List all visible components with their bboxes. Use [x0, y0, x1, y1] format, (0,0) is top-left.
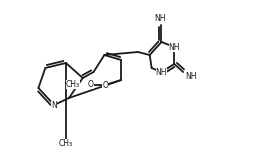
Text: CH₃: CH₃: [59, 138, 73, 147]
Text: NH: NH: [185, 71, 197, 80]
Text: NH: NH: [156, 67, 167, 76]
Text: CH₃: CH₃: [66, 80, 80, 88]
Text: O: O: [88, 80, 93, 88]
Text: NH: NH: [169, 43, 180, 52]
Text: N: N: [51, 101, 57, 110]
Text: NH: NH: [154, 13, 165, 22]
Text: O: O: [103, 80, 108, 90]
